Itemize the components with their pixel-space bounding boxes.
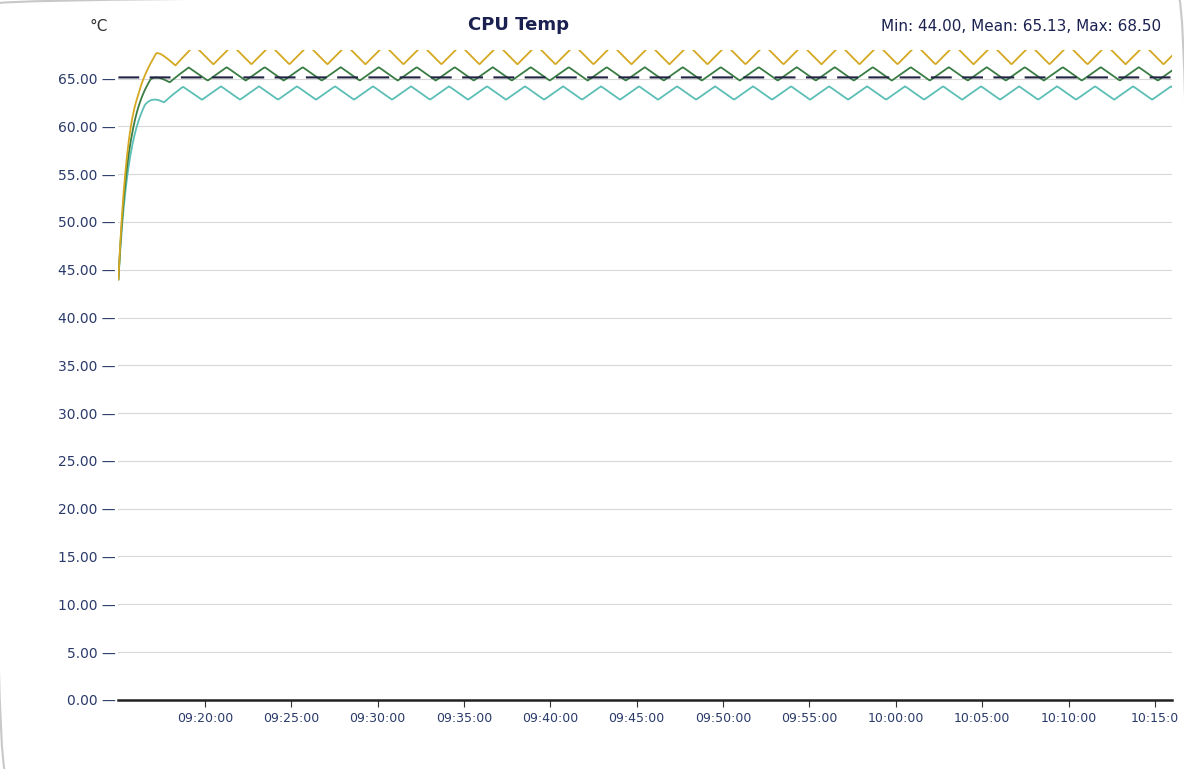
Text: Min: 44.00, Mean: 65.13, Max: 68.50: Min: 44.00, Mean: 65.13, Max: 68.50 xyxy=(882,18,1162,34)
Text: °C: °C xyxy=(90,18,108,34)
Text: CPU Temp: CPU Temp xyxy=(469,15,570,34)
